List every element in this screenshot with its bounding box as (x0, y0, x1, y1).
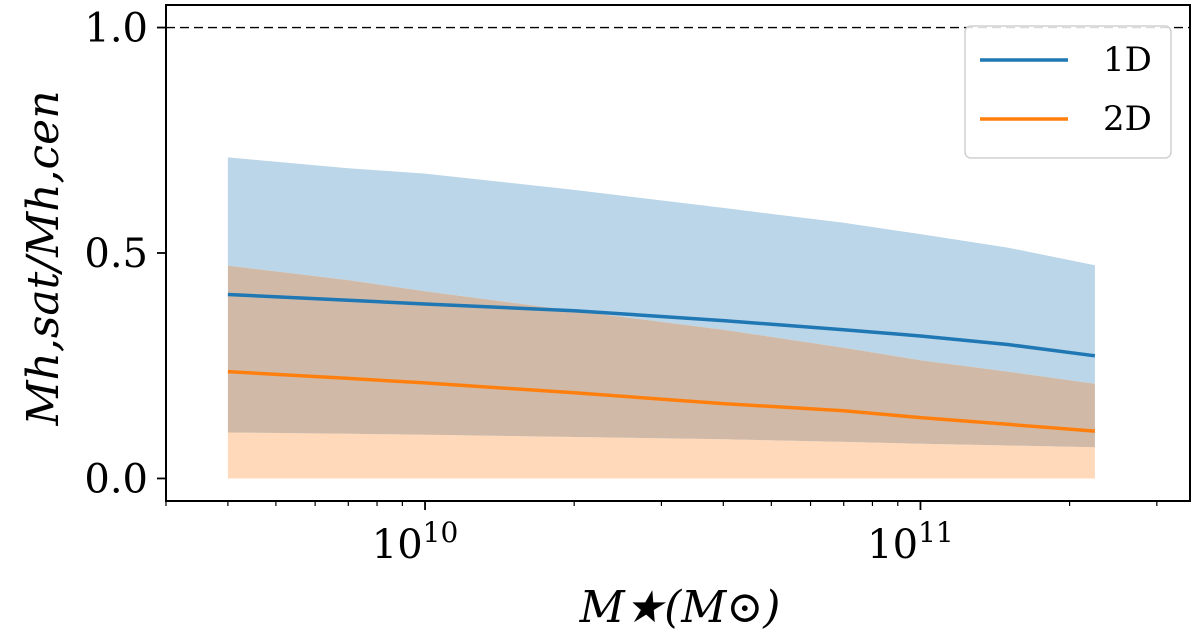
legend-label-2d: 2D (1103, 99, 1152, 139)
y-tick-label: 0.0 (84, 456, 148, 502)
legend: 1D 2D (964, 25, 1172, 159)
y-tick-label: 1.0 (84, 6, 148, 52)
band-2d (227, 432, 1095, 479)
axes-layer: 1010 1011 0.0 0.5 1.0 (84, 4, 1191, 568)
y-axis-label: Mh,sat/Mh,cen (18, 90, 69, 426)
series-line-1d (227, 292, 1096, 358)
series-line-2d (227, 369, 1096, 433)
y-tick-label: 0.5 (84, 231, 148, 277)
plot-area (166, 26, 1190, 479)
band-1d (227, 157, 1095, 384)
x-tick-label: 1010 (372, 516, 459, 568)
x-tick-label: 1011 (867, 516, 954, 568)
band-overlap (227, 265, 1095, 448)
legend-label-1d: 1D (1103, 40, 1152, 80)
x-axis-label: M★(M⊙) (579, 582, 781, 633)
